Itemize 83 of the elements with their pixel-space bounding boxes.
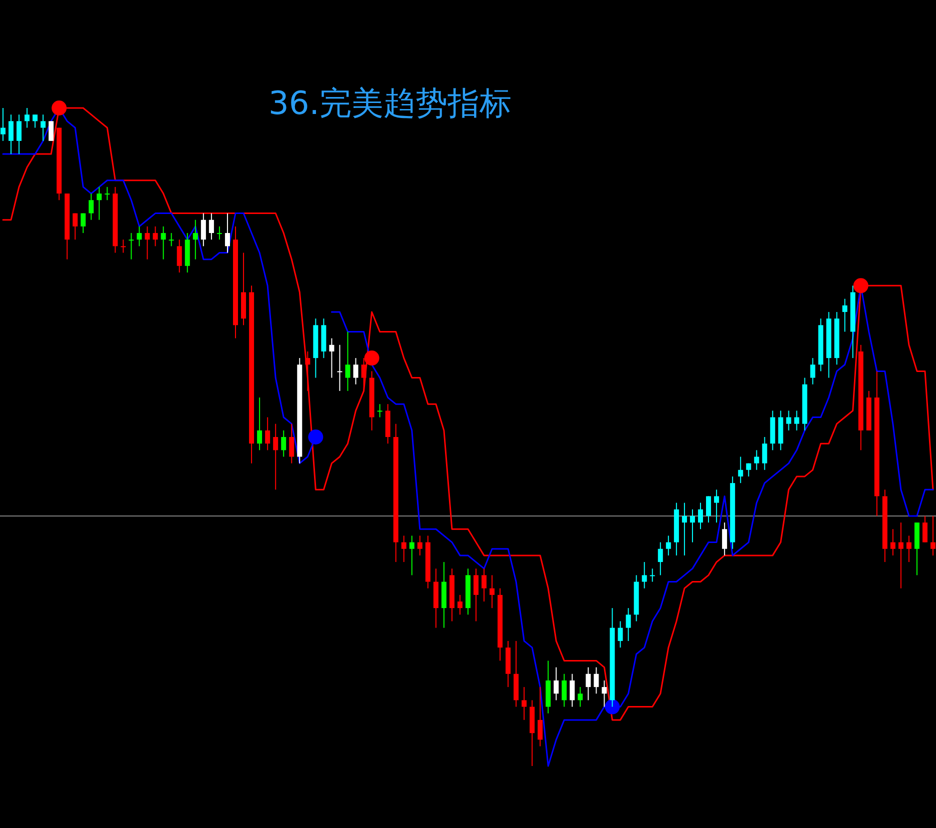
candlestick [810,358,816,385]
candlestick [104,186,110,201]
candlestick [337,344,342,392]
candlestick [658,542,663,576]
candlestick [8,114,14,155]
candlestick [602,680,607,708]
point [604,699,620,714]
candlestick [409,535,414,576]
candlestick [273,423,278,490]
candlestick [40,114,46,142]
candlestick [353,358,358,385]
candlestick [136,226,142,247]
candlestick [490,574,495,609]
candlestick [578,686,583,708]
candlestick [642,562,647,589]
candlestick [200,212,206,247]
candlestick [706,496,712,524]
candlestick [554,666,559,701]
candlestick [216,226,222,240]
candlestick [562,673,567,708]
candlestick [890,528,896,556]
point [52,100,67,116]
candlestick [457,594,462,616]
candlestick [738,456,744,484]
candlestick [377,404,382,418]
candlestick [690,508,695,543]
candlestick [754,450,760,470]
candlestick [16,114,22,155]
candlestick [176,239,182,273]
candlestick [794,410,800,431]
candlestick [305,350,310,392]
candlestick [666,535,671,556]
candlestick [682,502,687,556]
point [308,430,324,444]
candlestick [289,423,294,464]
candlestick [401,535,406,563]
candlestick [345,331,350,392]
candlestick [0,108,6,142]
candlestick [474,568,479,622]
candlestick [224,212,230,254]
candlestick [329,338,334,378]
candlestick [48,120,54,142]
candlestick [762,436,768,470]
candlestick [160,226,166,260]
candlestick [698,502,703,530]
candlestick [32,114,38,128]
candlestick [482,568,487,602]
candlestick [120,239,126,254]
candlestick [922,515,928,543]
candlestick [618,620,623,648]
candlestick [152,226,158,247]
point [853,278,868,294]
chart-title: 36.完美趋势指标 [268,84,512,122]
candlestick [417,535,422,556]
candlestick [898,522,904,589]
candlestick [96,186,102,220]
candlestick [786,410,792,431]
candlestick [281,430,286,458]
candlestick [192,219,198,260]
candlestick [570,673,575,708]
candlestick [80,212,86,234]
candlestick [208,212,214,240]
candlestick [594,666,599,694]
candlestick [522,686,527,720]
candlestick [930,515,936,556]
candlestick [538,686,543,747]
candlestick [128,232,134,260]
candlestick [626,608,631,642]
candlestick [168,232,174,247]
candlestick [906,535,912,563]
candlestick [72,212,78,240]
candlestick [586,666,591,701]
candlestick [265,416,270,451]
candlestick [257,397,262,451]
candlestick [88,193,94,220]
candlestick [650,568,655,582]
candlestick [144,226,150,260]
candlestick [746,462,752,477]
candlestick [24,108,30,128]
candlestick [714,489,720,524]
candlestick [722,522,728,556]
candlestick [842,298,848,332]
point [364,350,380,366]
